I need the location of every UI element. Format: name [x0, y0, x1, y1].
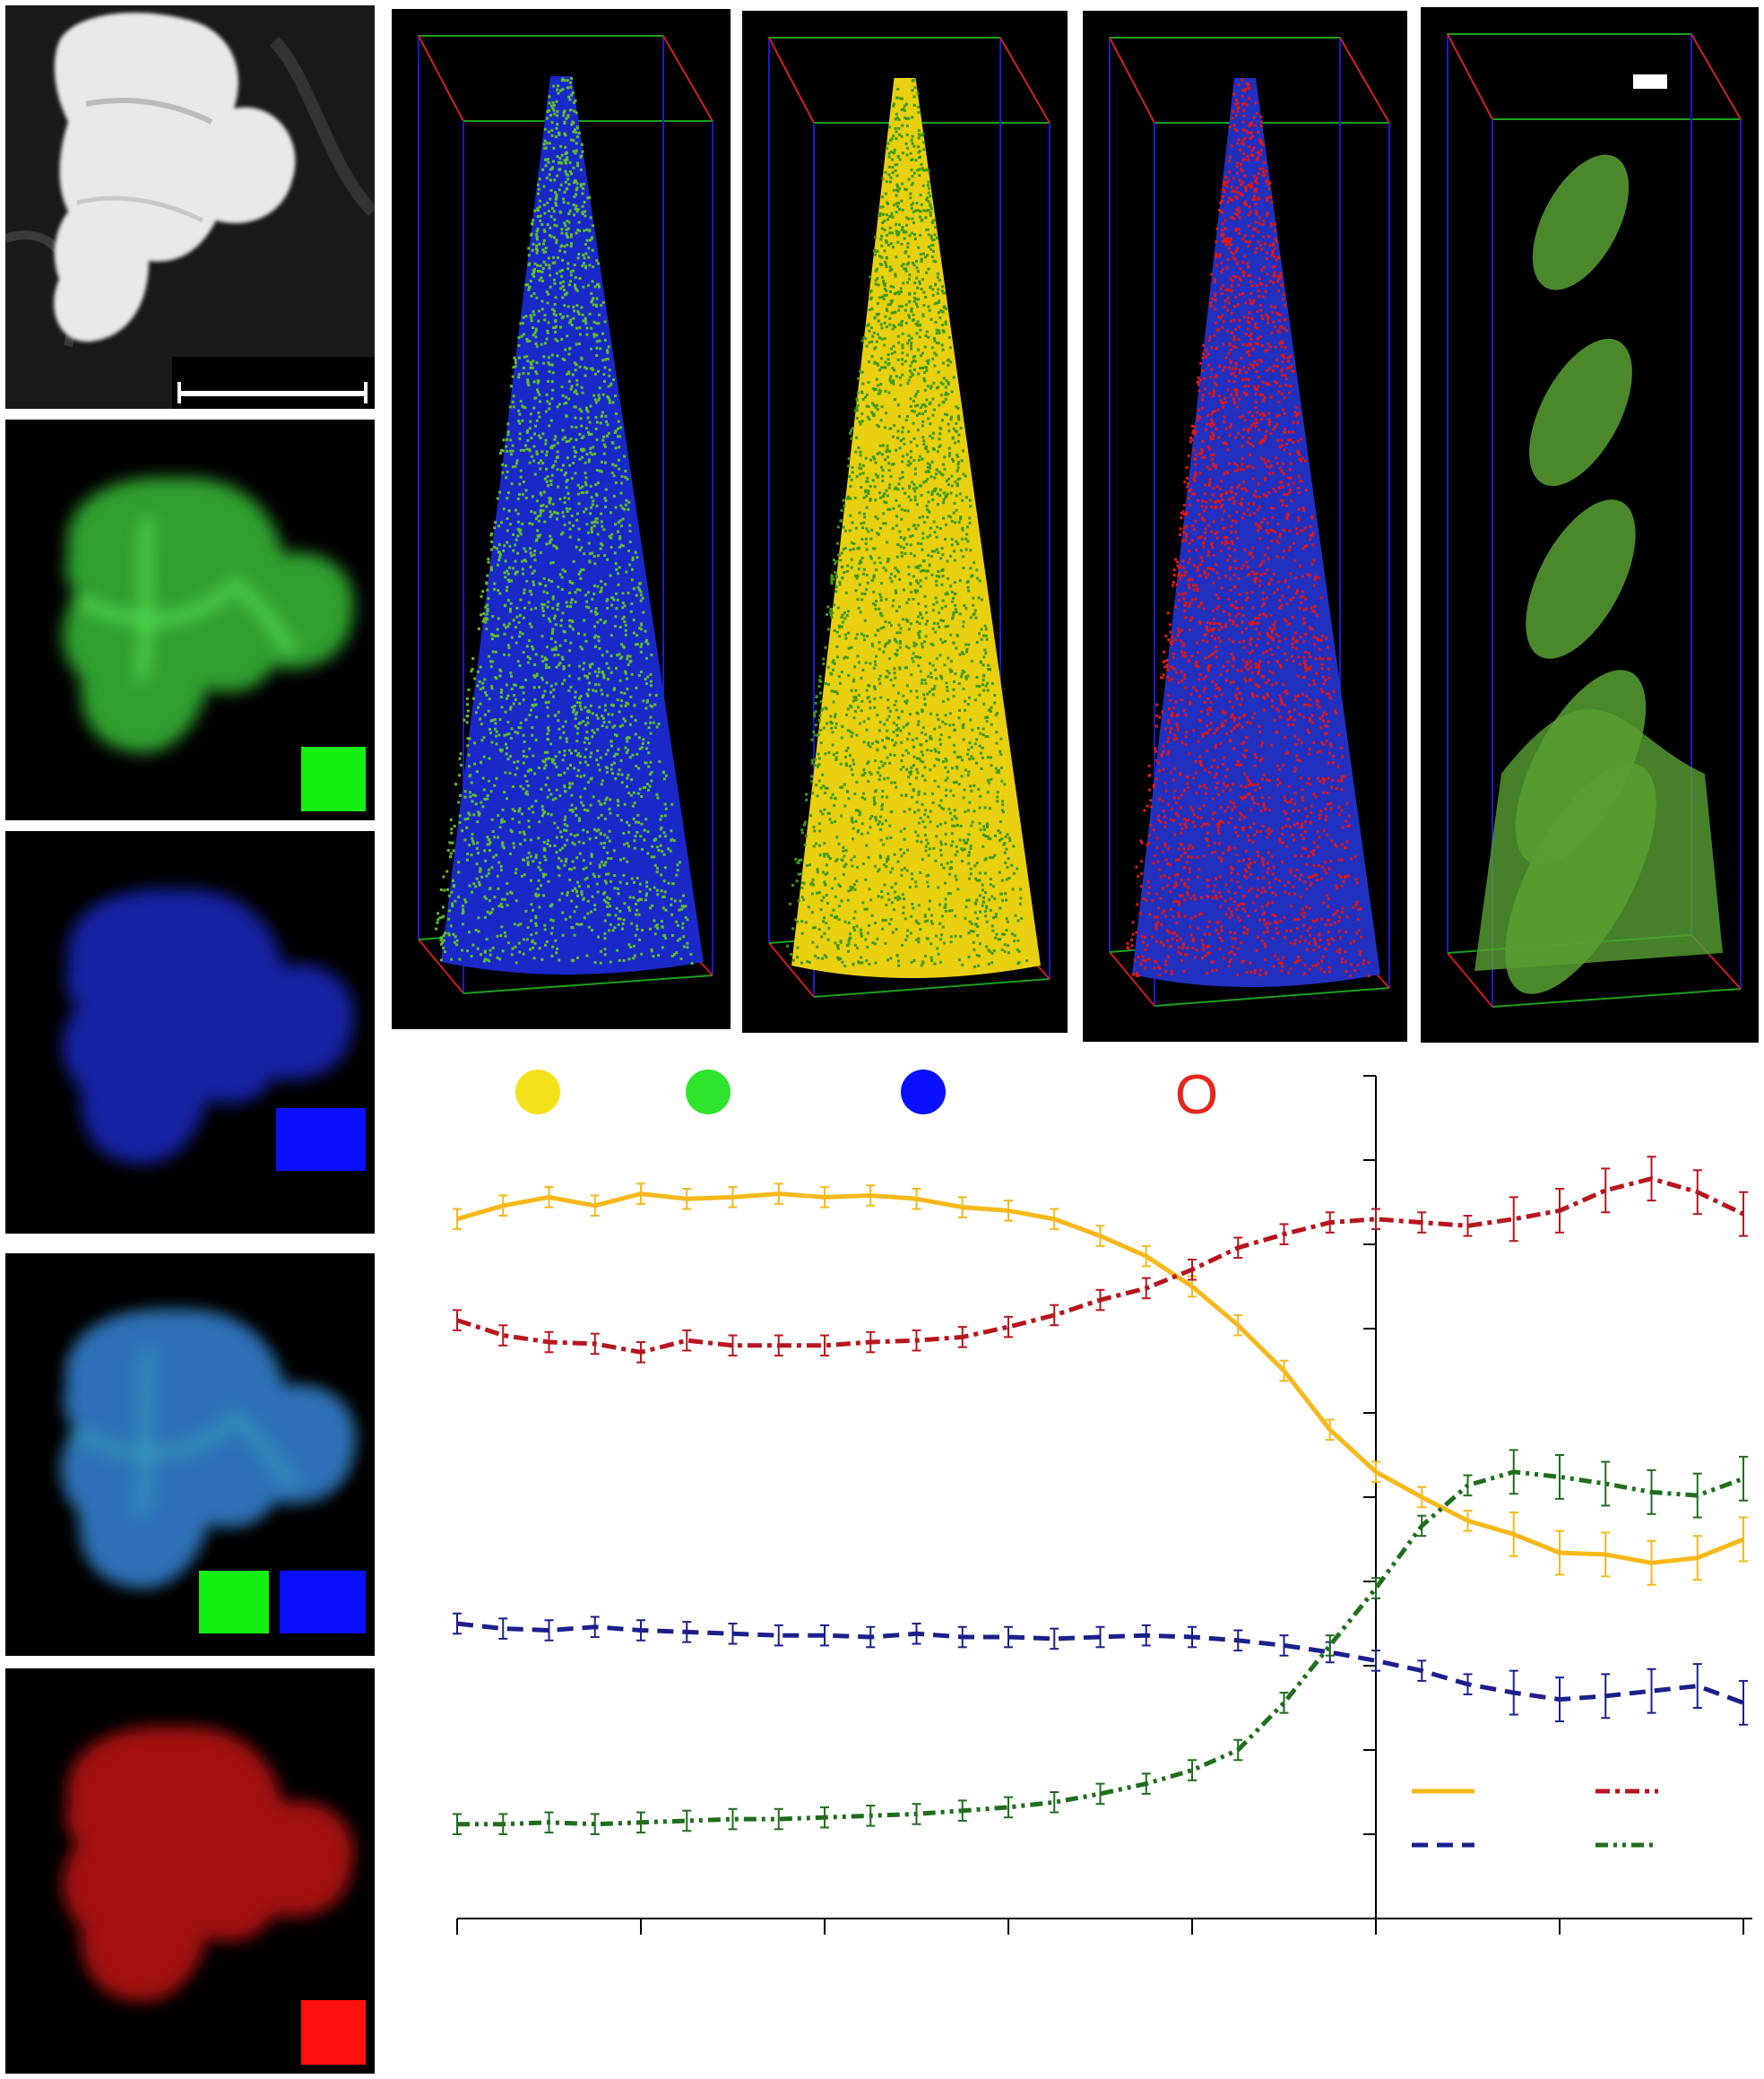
overlay-element-map-panel	[5, 1253, 375, 1656]
element-marker-dot	[686, 1070, 731, 1114]
scale-bar	[1633, 74, 1667, 89]
isosurface-base	[1474, 708, 1723, 971]
bounding-box-edge	[1109, 37, 1155, 124]
bounding-box-bottom	[1492, 988, 1742, 1008]
scale-bar-end	[177, 382, 181, 403]
reconstruction-panel-1	[392, 9, 731, 1029]
isosurface-band	[1532, 154, 1630, 290]
bounding-box-edge	[768, 942, 815, 998]
element-marker-dot	[901, 1070, 946, 1114]
bounding-box-edge	[1690, 33, 1742, 120]
scale-bar	[177, 391, 368, 396]
element-swatch	[276, 1108, 366, 1171]
bounding-box-bottom	[1154, 987, 1390, 1007]
bounding-box-bottom	[813, 978, 1051, 998]
atom-points	[435, 77, 694, 965]
isosurface-band	[1529, 338, 1632, 487]
element-swatch	[301, 747, 366, 811]
bounding-box-edge	[418, 35, 464, 122]
bounding-box-top	[1446, 33, 1742, 120]
element-swatch	[199, 1571, 269, 1633]
bounding-box-edge	[1339, 37, 1390, 124]
bounding-box-edge	[418, 939, 464, 994]
blue-element-map-panel	[5, 831, 375, 1234]
sem-image-panel	[5, 5, 375, 409]
reconstruction-panel-4	[1421, 7, 1759, 1043]
red-element-map-panel	[5, 1668, 375, 2074]
bounding-box-edge	[999, 37, 1051, 124]
sem-particle-edge	[76, 195, 204, 223]
isosurface-band	[1526, 499, 1636, 659]
atom-points	[786, 79, 1029, 968]
bounding-box-bottom	[463, 975, 713, 994]
bounding-box-edge	[662, 35, 713, 122]
element-map-signal	[62, 477, 354, 753]
sem-particle	[54, 13, 296, 342]
isosurface	[1474, 154, 1723, 994]
bounding-box-edge	[1109, 951, 1155, 1007]
series-line	[456, 1621, 1744, 1705]
bounding-box-edge	[768, 37, 815, 124]
element-map-signal	[62, 1311, 354, 1587]
element-map-boundaries	[74, 517, 297, 681]
atom-points	[1126, 78, 1371, 977]
element-marker-dot	[515, 1070, 560, 1114]
element-map-signal	[62, 888, 354, 1165]
bounding-box-edge	[1447, 33, 1493, 120]
series-line	[456, 1191, 1744, 1565]
concentration-profile-chart: O	[453, 1064, 1752, 1935]
green-element-map-panel	[5, 420, 375, 820]
needle-cone	[1132, 78, 1380, 987]
element-swatch	[301, 2000, 366, 2065]
element-map-signal	[62, 1726, 354, 2002]
element-swatch	[280, 1571, 366, 1633]
sem-particle-edge	[85, 98, 213, 125]
scale-bar-end	[364, 382, 368, 403]
element-marker-label: O	[1175, 1064, 1218, 1126]
series-line	[456, 1176, 1745, 1355]
series-line	[457, 1469, 1744, 1827]
reconstruction-panel-3	[1083, 11, 1407, 1042]
reconstruction-panel-2	[742, 11, 1068, 1033]
sem-fiber	[269, 37, 375, 216]
scale-bar-background	[172, 357, 375, 409]
bounding-box-edge	[1447, 952, 1493, 1008]
